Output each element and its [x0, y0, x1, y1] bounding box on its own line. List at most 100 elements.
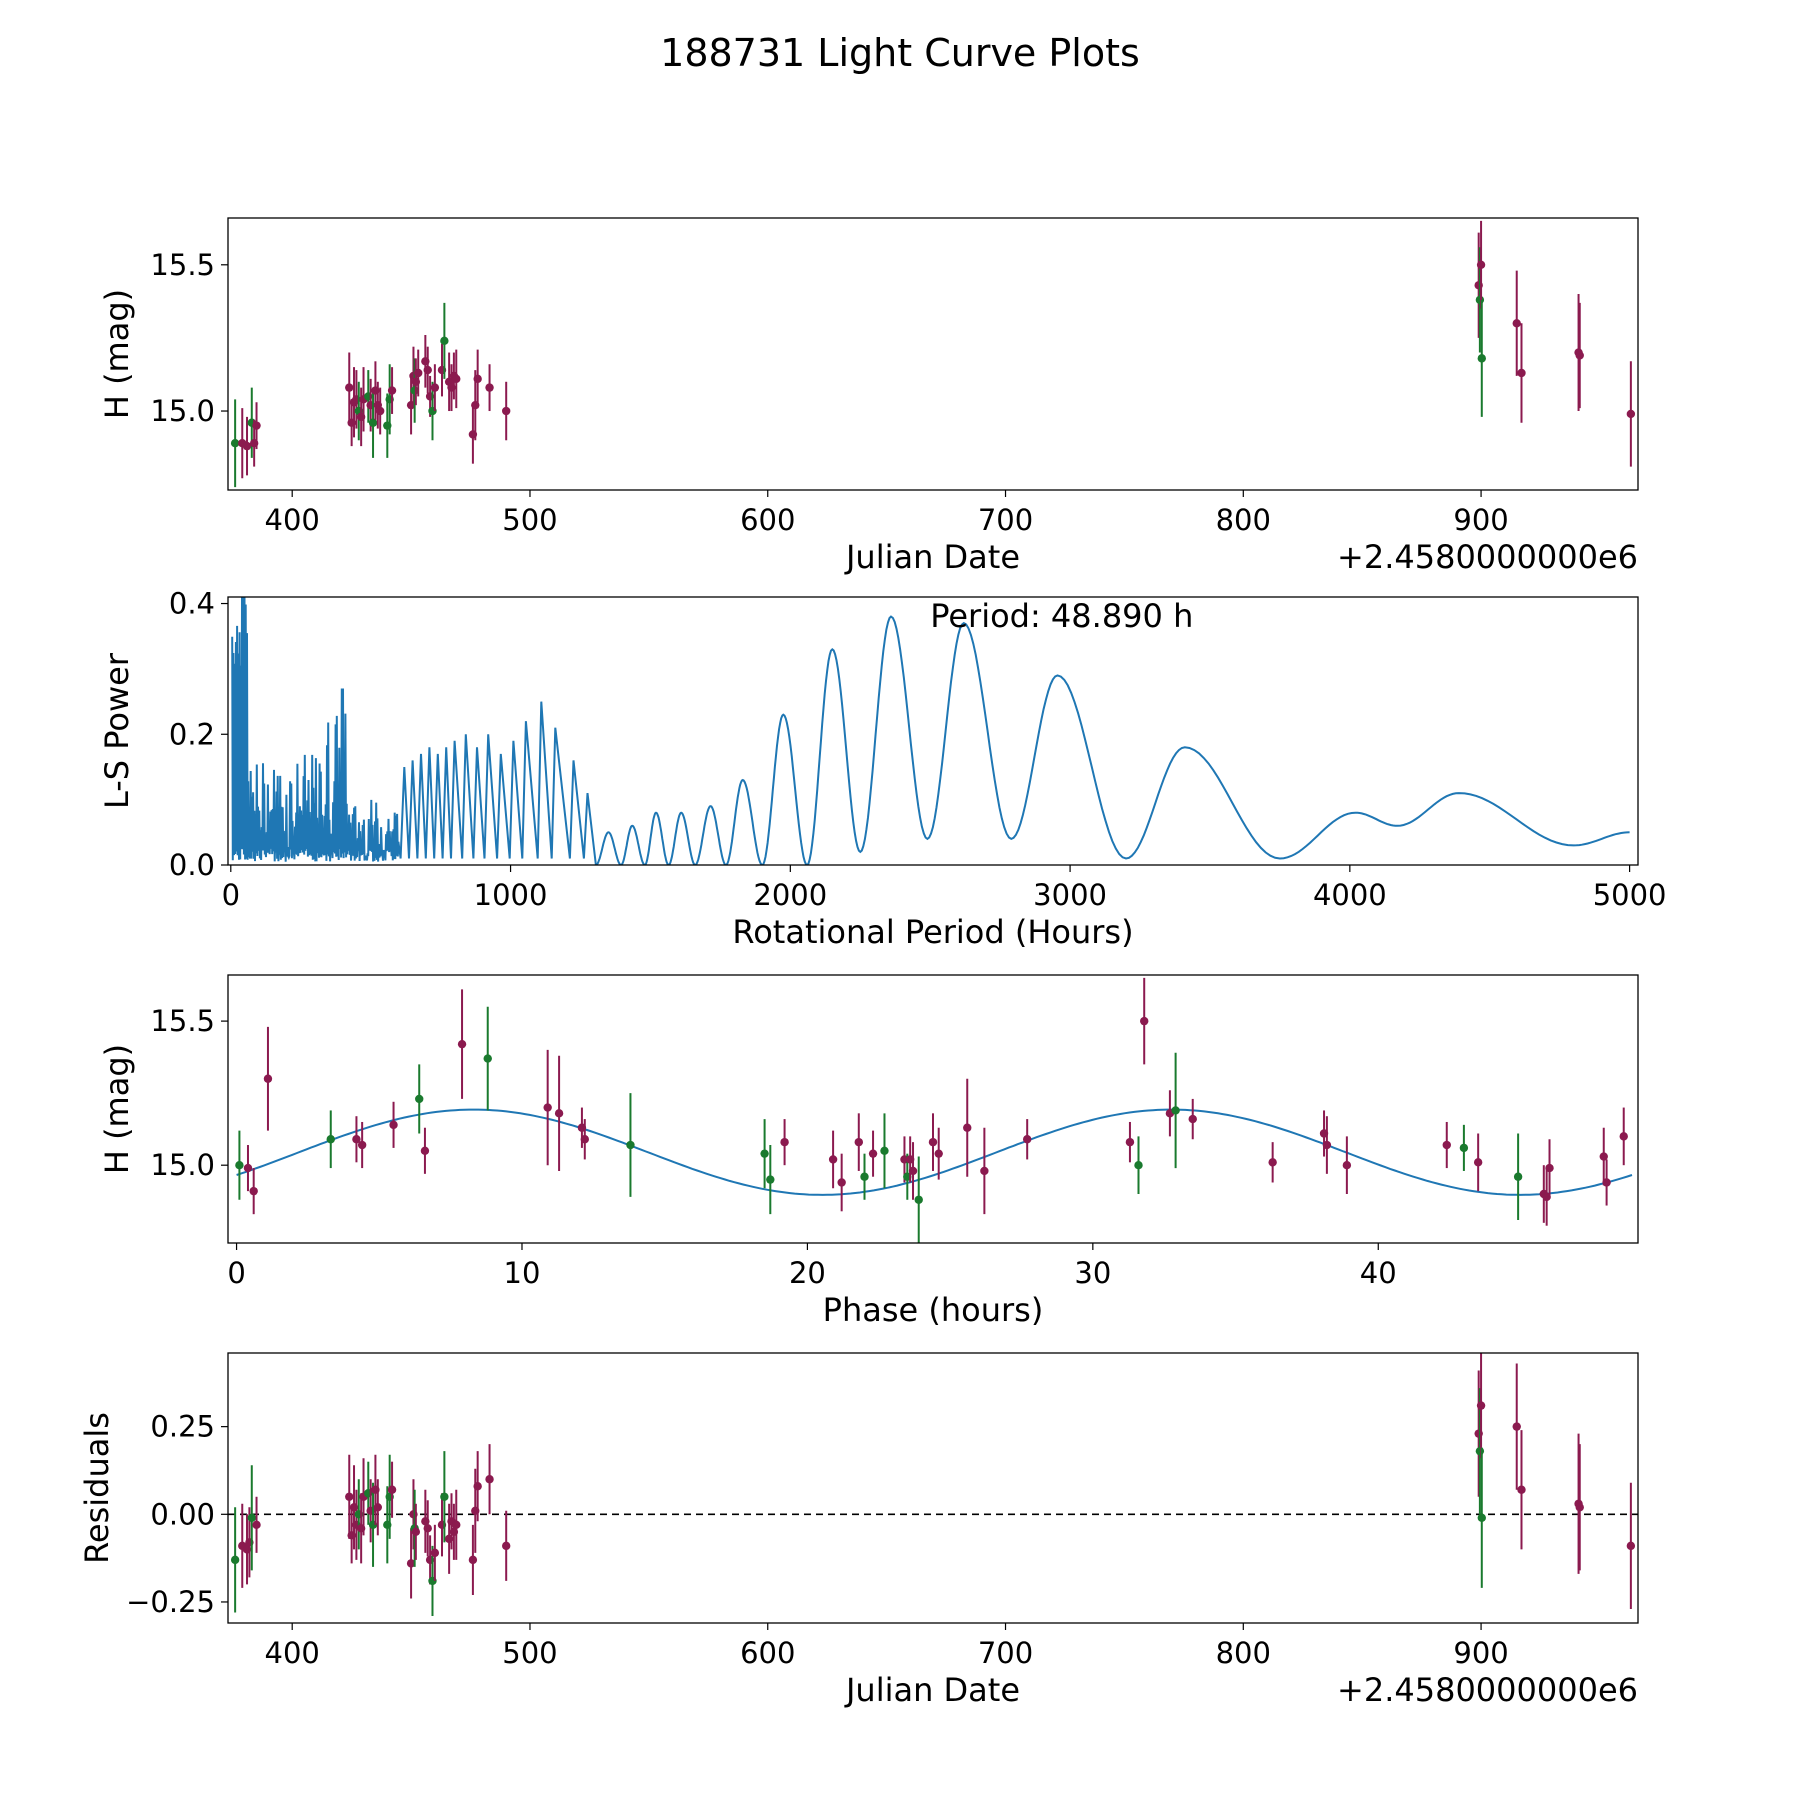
data-point: [1342, 1160, 1352, 1170]
data-point: [473, 374, 482, 384]
data-point: [485, 383, 494, 392]
y-axis-label: Residuals: [78, 1412, 116, 1564]
data-point: [914, 1195, 923, 1204]
data-point: [440, 336, 449, 346]
x-tick-label: 40: [1360, 1256, 1397, 1290]
data-point: [1476, 1401, 1486, 1410]
data-point: [243, 1163, 253, 1173]
data-point: [247, 1513, 256, 1523]
x-tick-label: 600: [740, 1636, 795, 1670]
panel-residuals: 400 500 600 700 800 900 −0.25 0.00 0.25 Julian Da…: [78, 1352, 1639, 1709]
data-point: [387, 1485, 397, 1494]
data-point: [1575, 351, 1584, 360]
data-point: [1517, 368, 1526, 378]
data-point: [1322, 1140, 1332, 1150]
data-point: [501, 406, 511, 416]
plot-area: [235, 977, 1633, 1243]
x-tick-label: 30: [1074, 1256, 1111, 1290]
data-point: [368, 418, 378, 427]
data-point: [626, 1140, 635, 1150]
data-point: [908, 1166, 918, 1176]
data-point: [263, 1074, 273, 1083]
panel-phase-folded: 0 10 20 30 40 15.0 15.5 Phase (hours) H (mag): [98, 974, 1639, 1329]
x-tick-label: 2000: [753, 878, 827, 912]
data-point: [868, 1149, 878, 1158]
data-point: [501, 1541, 511, 1551]
y-tick-label: 0.0: [169, 848, 215, 882]
data-point: [406, 1559, 416, 1568]
data-point: [828, 1155, 838, 1164]
x-tick-label: 20: [789, 1256, 826, 1290]
data-point: [389, 1120, 398, 1130]
data-point: [457, 1039, 467, 1049]
data-point: [345, 383, 354, 392]
x-tick-label: 0: [227, 1256, 245, 1290]
data-point: [415, 1094, 424, 1104]
data-point: [1517, 1485, 1526, 1494]
data-point: [373, 1503, 382, 1512]
y-tick-label: 15.5: [150, 1004, 215, 1038]
data-point: [423, 365, 432, 375]
y-tick-label: 0.2: [169, 717, 215, 751]
x-tick-label: 1000: [474, 878, 548, 912]
plot-area: [228, 1353, 1638, 1616]
data-point: [440, 1492, 449, 1501]
data-point: [1626, 1541, 1636, 1551]
data-point: [1599, 1152, 1608, 1161]
data-point: [1619, 1132, 1628, 1141]
x-tick-label: 700: [978, 1636, 1033, 1670]
data-point: [860, 1172, 869, 1181]
data-point: [485, 1475, 494, 1484]
data-point: [387, 386, 397, 395]
x-tick-label: 4000: [1313, 878, 1387, 912]
data-point: [357, 1140, 367, 1150]
x-tick-label: 0: [222, 878, 240, 912]
y-tick-label: −0.25: [126, 1585, 215, 1619]
data-point: [230, 439, 240, 448]
data-point: [766, 1175, 775, 1184]
data-point: [1125, 1137, 1135, 1147]
data-point: [420, 1146, 430, 1155]
data-point: [1473, 1158, 1483, 1167]
data-point: [1134, 1160, 1143, 1170]
data-point: [1442, 1140, 1451, 1150]
y-tick-label: 0.00: [150, 1497, 215, 1531]
y-tick-label: 0.25: [150, 1410, 215, 1444]
data-point: [1459, 1143, 1469, 1153]
plot-area: [231, 597, 1630, 865]
data-point: [252, 1520, 261, 1530]
data-point: [1475, 295, 1485, 305]
data-point: [483, 1054, 492, 1063]
data-point: [468, 1555, 478, 1565]
panel-light-curve: 400 500 600 700 800 900 15.0 15.5 Julian Date H (…: [98, 217, 1639, 576]
data-point: [760, 1149, 769, 1158]
data-point: [352, 1135, 361, 1144]
data-point: [230, 1555, 240, 1565]
data-point: [423, 1524, 432, 1533]
data-point: [880, 1146, 889, 1155]
data-point: [1513, 1172, 1523, 1181]
data-point: [1140, 1016, 1149, 1026]
y-axis-label: L-S Power: [98, 652, 136, 809]
y-tick-label: 15.5: [150, 248, 215, 282]
x-tick-label: 400: [265, 503, 320, 537]
data-point: [252, 421, 261, 430]
x-tick-label: 800: [1216, 1636, 1271, 1670]
figure-title: 188731 Light Curve Plots: [660, 31, 1140, 75]
x-axis-label: Phase (hours): [823, 1291, 1044, 1329]
data-point: [326, 1135, 335, 1144]
data-point: [1171, 1106, 1180, 1115]
data-point: [980, 1166, 989, 1176]
data-point: [837, 1178, 846, 1187]
x-offset-label: +2.4580000000e6: [1337, 1671, 1638, 1709]
x-tick-label: 800: [1216, 503, 1271, 537]
data-point: [554, 1109, 564, 1118]
x-axis-label: Rotational Period (Hours): [732, 913, 1133, 951]
data-point: [249, 1186, 258, 1196]
data-point: [1475, 1446, 1485, 1456]
plot-area: [230, 220, 1636, 488]
data-point: [430, 1548, 440, 1558]
data-point: [411, 1527, 421, 1537]
data-point: [928, 1137, 938, 1147]
data-point: [1512, 319, 1521, 328]
